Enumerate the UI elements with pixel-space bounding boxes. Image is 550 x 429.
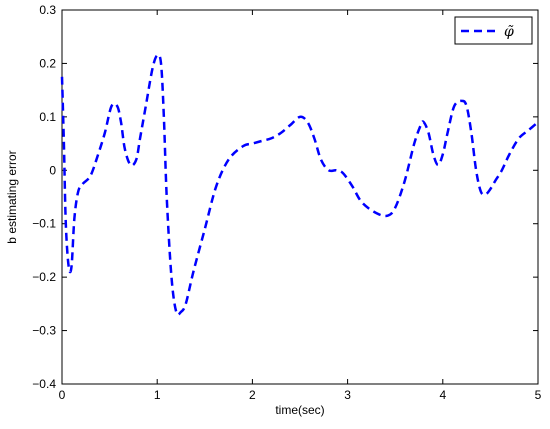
x-axis-ticks: 0 1 2 3 4 5	[59, 10, 542, 402]
series-layer	[60, 53, 539, 317]
legend-label: φ̃	[504, 24, 514, 40]
x-tick-label: 3	[344, 388, 351, 402]
series-line-0	[60, 53, 539, 317]
y-tick-label: −0.2	[32, 270, 56, 284]
x-tick-label: 4	[439, 388, 446, 402]
x-tick-label: 0	[59, 388, 66, 402]
x-axis-label: time(sec)	[275, 403, 324, 417]
y-axis-ticks: −0.4 −0.3 −0.2 −0.1 0 0.1 0.2 0.3	[32, 3, 538, 391]
y-axis-label: b estimating error	[5, 150, 19, 243]
plot-area	[61, 9, 539, 385]
y-tick-label: −0.1	[32, 217, 56, 231]
y-tick-label: −0.3	[32, 324, 56, 338]
y-tick-label: 0.1	[39, 110, 56, 124]
x-tick-label: 5	[535, 388, 542, 402]
y-tick-label: −0.4	[32, 377, 56, 391]
y-tick-label: 0.2	[39, 56, 56, 70]
legend: φ̃	[454, 16, 533, 45]
y-tick-label: 0.3	[39, 3, 56, 17]
x-tick-label: 2	[249, 388, 256, 402]
x-tick-label: 1	[154, 388, 161, 402]
y-tick-label: 0	[49, 163, 56, 177]
